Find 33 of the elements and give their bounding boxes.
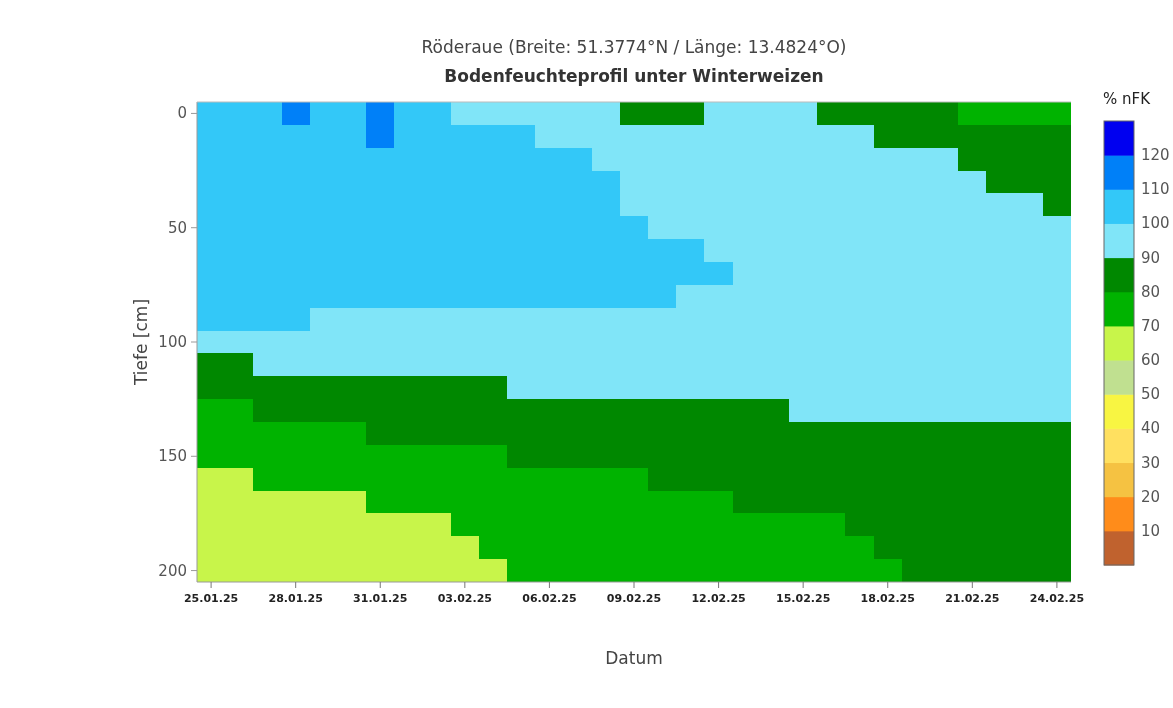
color-bar-label: 120 [1141, 146, 1170, 165]
x-tick-label: 09.02.25 [606, 592, 662, 605]
x-tick-label: 28.01.25 [268, 592, 323, 605]
color-bar-label: 110 [1141, 180, 1170, 199]
y-axis-title: Tiefe [cm] [131, 298, 151, 387]
x-tick-label: 21.02.25 [945, 592, 1000, 605]
color-bar-label: 50 [1141, 385, 1161, 404]
x-tick-label: 18.02.25 [860, 592, 915, 605]
x-axis-title: Datum [605, 648, 663, 668]
y-tick-label: 150 [158, 447, 187, 466]
color-bar-label: 40 [1141, 419, 1161, 438]
x-tick-label: 24.02.25 [1029, 592, 1085, 605]
color-bar-label: 30 [1141, 453, 1161, 472]
color-bar-title: % nFK [1103, 90, 1152, 108]
color-bar-label: 90 [1141, 248, 1161, 267]
y-tick-label: 200 [158, 561, 187, 580]
x-tick-label: 31.01.25 [353, 592, 408, 605]
color-bar-label: 70 [1141, 316, 1161, 335]
color-bar-label: 80 [1141, 282, 1161, 301]
x-tick-label: 25.01.25 [183, 592, 239, 605]
x-tick-label: 03.02.25 [437, 592, 492, 605]
y-tick-label: 0 [177, 104, 187, 123]
y-tick-label: 100 [158, 333, 187, 351]
chart-subtitle: Bodenfeuchteprofil unter Winterweizen [444, 66, 824, 86]
chart-title: Röderaue (Breite: 51.3774°N / Länge: 13.4824°O) [421, 37, 847, 57]
color-bar-label: 60 [1141, 351, 1161, 370]
x-tick-label: 06.02.25 [522, 592, 577, 605]
x-tick-label: 12.02.25 [691, 592, 746, 605]
color-bar-label: 100 [1141, 214, 1170, 233]
color-bar-label: 10 [1141, 521, 1161, 540]
x-tick-label: 15.02.25 [776, 592, 831, 605]
color-bar-label: 20 [1141, 487, 1161, 506]
y-tick-label: 50 [167, 218, 187, 237]
